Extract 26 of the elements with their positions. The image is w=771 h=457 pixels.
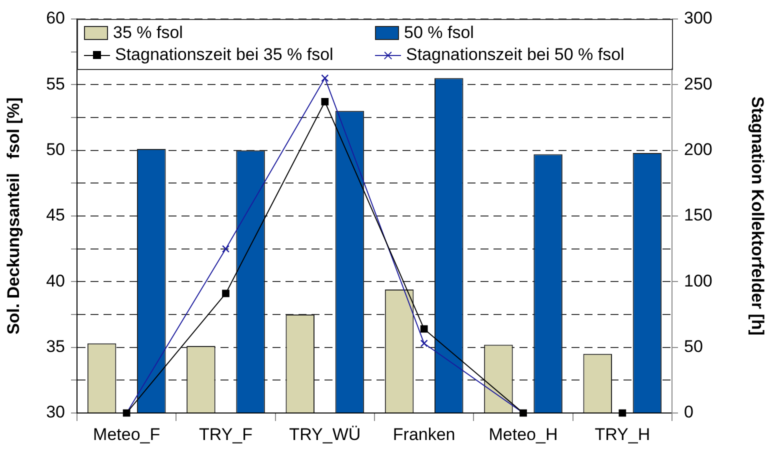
y2-tick-label: 300	[684, 8, 712, 28]
y-axis-title: Sol. Deckungsanteil fsol [%]	[4, 97, 23, 335]
y2-tick-label: 0	[684, 402, 694, 422]
x-tick-label: TRY_F	[198, 424, 253, 444]
y2-tick-label: 200	[684, 140, 712, 160]
x-tick-label: TRY_WÜ	[289, 424, 361, 444]
x-tick-label: Meteo_F	[93, 424, 160, 444]
y2-tick-label: 100	[684, 271, 712, 290]
y-tick-label: 55	[46, 74, 65, 94]
x-tick-label: Franken	[392, 424, 456, 444]
legend-label: 35 % fsol	[113, 22, 183, 44]
y-tick-label: 45	[46, 206, 65, 225]
y2-tick-label: 150	[684, 206, 712, 225]
legend-label: Stagnationszeit bei 50 % fsol	[406, 44, 624, 66]
x-tick-label: TRY_H	[594, 424, 650, 444]
legend-label: Stagnationszeit bei 35 % fsol	[115, 44, 334, 66]
x-tick-label: Meteo_H	[488, 424, 558, 444]
y2-tick-label: 50	[684, 337, 703, 356]
y-tick-label: 30	[46, 402, 65, 422]
y-tick-label: 35	[46, 337, 65, 356]
y-tick-label: 50	[46, 140, 65, 160]
y2-axis-title: Stagnation Kollektorfelder [h]	[748, 96, 768, 336]
y-tick-label: 60	[46, 8, 65, 28]
y2-tick-label: 250	[684, 74, 712, 94]
legend-label: 50 % fsol	[404, 22, 474, 44]
y-tick-label: 40	[46, 271, 65, 290]
